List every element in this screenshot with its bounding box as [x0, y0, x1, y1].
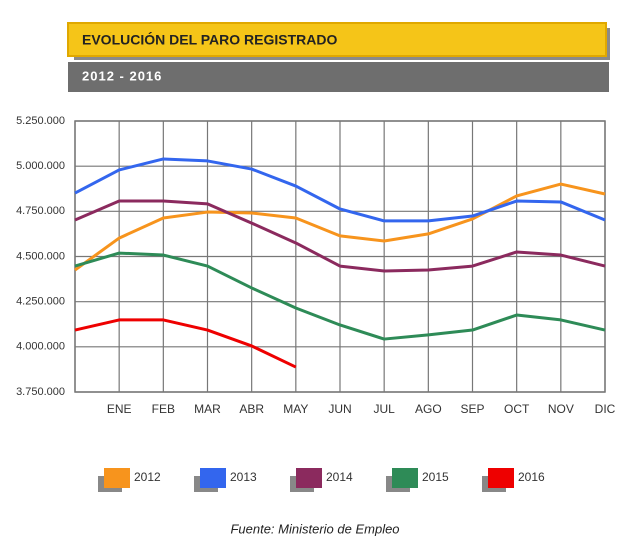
legend-swatch — [392, 468, 418, 488]
y-tick-label: 5.250.000 — [16, 115, 65, 127]
x-tick-label: MAR — [194, 402, 221, 416]
series-line — [74, 251, 606, 341]
y-tick-label: 3.750.000 — [16, 386, 65, 398]
legend-label: 2015 — [422, 470, 449, 484]
source-note: Fuente: Ministerio de Empleo — [230, 521, 399, 536]
y-tick-label: 4.750.000 — [16, 205, 65, 217]
x-tick-label: JUL — [373, 402, 395, 416]
x-tick-label: MAY — [283, 402, 308, 416]
legend-label: 2013 — [230, 470, 257, 484]
y-tick-label: 4.500.000 — [16, 250, 65, 262]
subtitle-box — [68, 62, 609, 92]
x-tick-label: SEP — [460, 402, 484, 416]
x-tick-label: ABR — [239, 402, 264, 416]
legend-label: 2012 — [134, 470, 161, 484]
x-tick-label: ENE — [107, 402, 132, 416]
x-tick-label: FEB — [152, 402, 175, 416]
series-line — [74, 318, 297, 369]
y-tick-label: 4.250.000 — [16, 296, 65, 308]
x-tick-label: DIC — [595, 402, 616, 416]
y-tick-label: 5.000.000 — [16, 160, 65, 172]
series-line — [74, 157, 606, 223]
series-line — [74, 199, 606, 273]
chart-title: EVOLUCIÓN DEL PARO REGISTRADO — [82, 31, 338, 48]
y-tick-label: 4.000.000 — [16, 341, 65, 353]
legend-swatch — [488, 468, 514, 488]
legend-label: 2014 — [326, 470, 353, 484]
x-tick-label: OCT — [504, 402, 530, 416]
x-tick-label: JUN — [328, 402, 351, 416]
x-tick-label: AGO — [415, 402, 442, 416]
series-line — [74, 182, 606, 272]
legend-swatch — [296, 468, 322, 488]
legend-label: 2016 — [518, 470, 545, 484]
title-box — [67, 22, 607, 57]
legend-swatch — [200, 468, 226, 488]
x-tick-label: NOV — [548, 402, 574, 416]
chart-subtitle: 2012 - 2016 — [82, 68, 162, 83]
legend-swatch — [104, 468, 130, 488]
